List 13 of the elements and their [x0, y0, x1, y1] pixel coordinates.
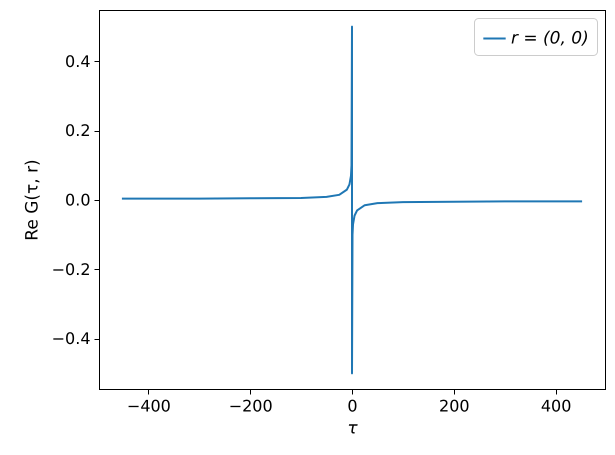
- legend-label: r = (0, 0): [511, 28, 589, 48]
- y-tick-label: 0.0: [65, 190, 90, 210]
- y-tick-label: −0.2: [52, 260, 90, 279]
- y-tick-label: 0.2: [65, 121, 90, 140]
- x-tick-label: 400: [540, 396, 572, 416]
- y-tick-label: −0.4: [52, 329, 90, 348]
- x-tick-label: −400: [126, 396, 171, 416]
- y-axis-title: Re G(τ, r): [22, 159, 43, 241]
- x-tick-label: 0: [347, 396, 358, 416]
- x-tick-label: −200: [228, 396, 273, 416]
- y-tick-label: 0.4: [65, 52, 90, 71]
- x-tick-label: 200: [439, 396, 470, 416]
- x-axis-title: τ: [347, 418, 358, 438]
